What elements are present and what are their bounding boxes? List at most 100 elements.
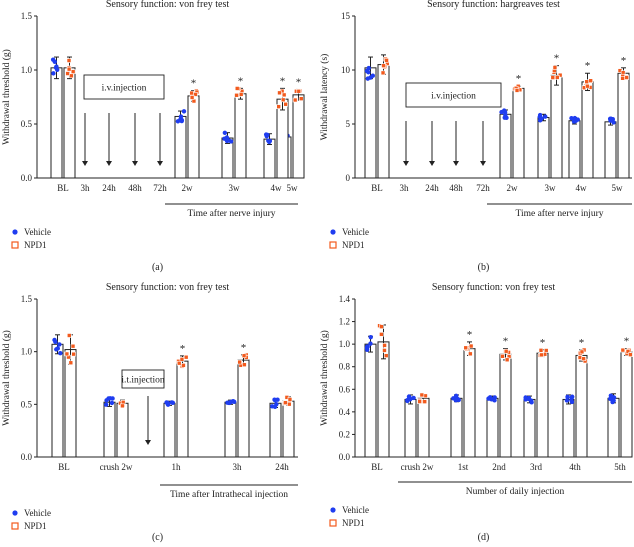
data-point-npd1	[68, 360, 74, 366]
significance-star: *	[238, 75, 244, 87]
data-point-vehicle	[565, 394, 570, 400]
bar-vehicle	[51, 343, 64, 458]
chart-title: Sensory function: hargreaves test	[427, 0, 560, 10]
bar-vehicle	[450, 397, 463, 458]
data-point-npd1	[65, 71, 70, 76]
legend-vehicle-marker	[330, 507, 336, 513]
data-point-vehicle	[611, 398, 616, 403]
data-point-npd1	[514, 88, 520, 93]
y-tick-label: 0.4	[339, 407, 351, 417]
x-tick-label: BL	[58, 462, 70, 472]
x-tick-label: BL	[371, 183, 383, 193]
data-point-npd1	[419, 392, 425, 398]
data-point-vehicle	[52, 59, 57, 64]
data-point-vehicle	[272, 398, 278, 403]
y-tick-label: 1.4	[339, 294, 351, 304]
y-tick-label: 0.8	[339, 362, 351, 372]
data-point-npd1	[620, 347, 626, 353]
injection-arrow-head	[132, 161, 138, 166]
data-point-npd1	[625, 349, 631, 354]
data-point-vehicle	[370, 73, 376, 78]
bar-npd1	[64, 349, 77, 458]
bar-vehicle	[404, 398, 417, 458]
data-point-vehicle	[57, 342, 62, 347]
bar-npd1	[292, 94, 305, 179]
x-tick-label: 3h	[81, 183, 91, 193]
bar-npd1	[499, 353, 512, 458]
data-point-npd1	[381, 63, 386, 68]
data-point-vehicle	[53, 339, 58, 345]
x-axis-title: Time after nerve injury	[187, 208, 275, 219]
data-point-npd1	[69, 73, 74, 79]
bar-vehicle	[364, 67, 377, 179]
data-point-npd1	[241, 353, 247, 359]
legend-vehicle-marker	[12, 229, 18, 235]
y-tick-label: 0.0	[21, 452, 33, 462]
y-tick-label: 0.0	[339, 452, 351, 462]
data-point-vehicle	[486, 396, 491, 401]
data-point-npd1	[554, 75, 560, 80]
legend-npd1-marker	[11, 522, 19, 530]
data-point-vehicle	[609, 117, 614, 122]
significance-star: *	[540, 337, 546, 349]
data-point-npd1	[281, 92, 287, 98]
x-axis-title: Time after nerve injury	[515, 208, 603, 219]
data-point-vehicle	[543, 114, 548, 119]
data-point-npd1	[552, 65, 558, 70]
data-point-npd1	[64, 351, 70, 357]
injection-annotation-text: i.v.injection	[102, 84, 147, 94]
data-point-npd1	[280, 97, 286, 103]
significance-star: *	[467, 329, 473, 341]
data-point-vehicle	[365, 76, 371, 81]
y-tick-label: 1.0	[339, 339, 351, 349]
data-point-npd1	[468, 343, 474, 349]
x-tick-label: BL	[57, 183, 69, 193]
x-tick-label: 24h	[102, 183, 116, 193]
data-point-vehicle	[267, 139, 272, 145]
legend-npd1-marker	[11, 241, 19, 249]
data-point-vehicle	[523, 395, 528, 400]
data-point-vehicle	[411, 395, 416, 401]
x-tick-label: 72h	[153, 183, 167, 193]
data-point-npd1	[242, 362, 247, 367]
data-point-npd1	[380, 70, 386, 76]
data-point-npd1	[585, 83, 590, 89]
data-point-vehicle	[175, 119, 181, 124]
panel-label: (d)	[478, 532, 490, 543]
significance-star: *	[191, 78, 197, 90]
y-tick-label: 0.0	[21, 173, 33, 183]
bar-vehicle	[174, 115, 187, 179]
bar-npd1	[234, 93, 247, 179]
data-point-npd1	[500, 353, 505, 359]
x-tick-label: 5w	[612, 183, 624, 193]
significance-star: *	[516, 73, 522, 85]
significance-star: *	[296, 76, 302, 88]
x-tick-label: 2nd	[492, 462, 506, 472]
x-tick-label: 72h	[476, 183, 490, 193]
injection-annotation-box	[83, 74, 165, 100]
chart-title: Sensory function: von frey test	[106, 0, 230, 10]
data-point-npd1	[237, 359, 242, 365]
legend-npd1-marker	[329, 241, 337, 249]
data-point-vehicle	[569, 398, 574, 403]
data-point-npd1	[628, 352, 633, 357]
legend-vehicle-label: Vehicle	[342, 505, 369, 515]
bar-vehicle	[523, 398, 536, 458]
data-point-npd1	[550, 75, 556, 80]
x-tick-label: 5w	[287, 183, 299, 193]
data-point-npd1	[543, 348, 549, 353]
bar-vehicle	[221, 137, 234, 179]
injection-arrow-head	[403, 161, 409, 166]
data-point-npd1	[298, 96, 304, 101]
x-axis-title: Number of daily injection	[466, 486, 565, 497]
injection-arrow-head	[157, 161, 163, 166]
bar-npd1	[617, 72, 630, 179]
data-point-vehicle	[564, 398, 570, 403]
y-tick-label: 0.2	[339, 429, 350, 439]
bar-npd1	[620, 351, 633, 458]
x-tick-label: 24h	[425, 183, 439, 193]
data-point-vehicle	[181, 109, 187, 114]
significance-star: *	[503, 336, 509, 348]
data-point-npd1	[382, 348, 387, 353]
